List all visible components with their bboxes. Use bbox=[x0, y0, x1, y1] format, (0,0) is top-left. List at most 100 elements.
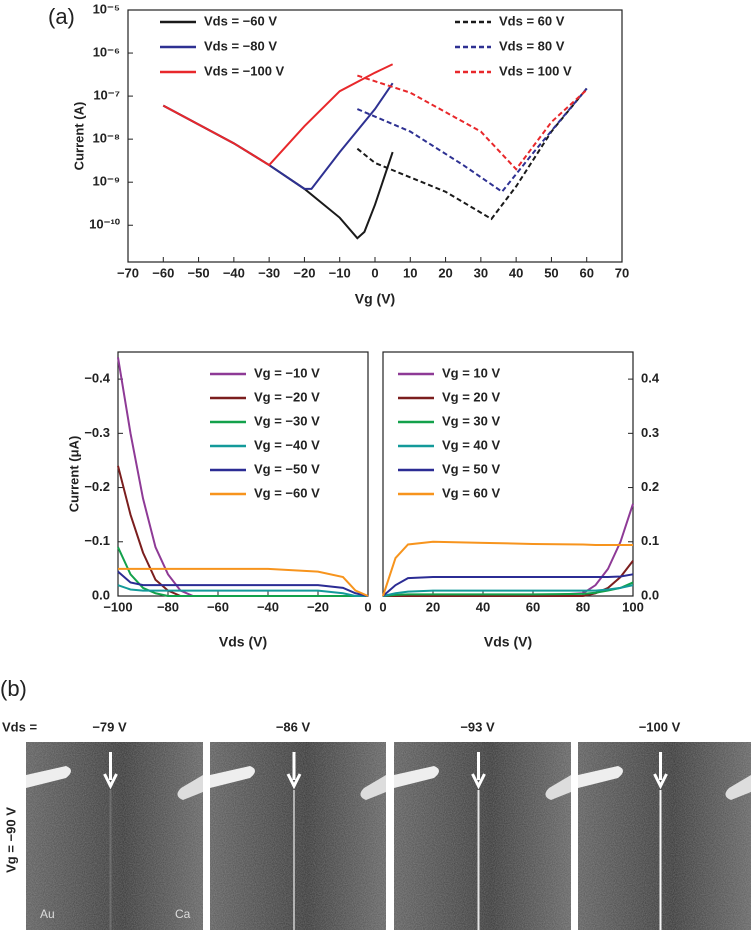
y-tick-label: 10⁻⁹ bbox=[93, 174, 121, 189]
series-line bbox=[162, 82, 394, 190]
x-tick-label: −70 bbox=[117, 265, 139, 280]
y-tick-label: −0.3 bbox=[84, 425, 110, 440]
chart: −70 −60 −50 −40 −30 −20 −10 0 10 20 30 40 50 60 70 10⁻¹… bbox=[71, 1, 629, 306]
x-tick-label: 40 bbox=[509, 265, 523, 280]
x-tick-label: 20 bbox=[426, 599, 440, 614]
x-tick-label: 40 bbox=[476, 599, 490, 614]
x-tick-label: −20 bbox=[307, 599, 329, 614]
y-tick-label: −0.4 bbox=[84, 371, 110, 386]
legend-label: Vds = 60 V bbox=[499, 13, 565, 28]
electrode-tip bbox=[545, 775, 571, 800]
legend-label: Vg = −60 V bbox=[254, 485, 320, 500]
x-tick-label: −20 bbox=[293, 265, 315, 280]
x-tick-label: 0 bbox=[364, 599, 371, 614]
legend-label: Vg = −50 V bbox=[254, 461, 320, 476]
image-label: −93 V bbox=[460, 719, 495, 734]
series-line bbox=[118, 567, 369, 597]
y-axis-label: Current (μA) bbox=[66, 436, 81, 513]
y-axis-label: Current (A) bbox=[71, 102, 86, 171]
x-tick-label: 20 bbox=[438, 265, 452, 280]
series-line bbox=[162, 63, 394, 167]
legend-label: Vg = −40 V bbox=[254, 437, 320, 452]
legend-label: Vg = 30 V bbox=[442, 413, 500, 428]
legend-label: Vg = −30 V bbox=[254, 413, 320, 428]
x-axis-label: Vg (V) bbox=[355, 291, 395, 307]
legend-label: Vg = 10 V bbox=[442, 365, 500, 380]
y-tick-label: −0.2 bbox=[84, 479, 110, 494]
series-line bbox=[117, 357, 368, 597]
x-tick-label: 0 bbox=[379, 599, 386, 614]
image-label: −79 V bbox=[92, 719, 127, 734]
y-tick-label: 0.1 bbox=[641, 533, 659, 548]
x-tick-label: −80 bbox=[157, 599, 179, 614]
plot-frame bbox=[382, 351, 634, 597]
x-tick-label: −60 bbox=[207, 599, 229, 614]
electrode-tip bbox=[725, 775, 751, 800]
y-tick-label: 0.0 bbox=[641, 587, 659, 602]
y-tick-label: 0.3 bbox=[641, 425, 659, 440]
y-tick-label: 10⁻¹⁰ bbox=[89, 217, 121, 232]
arrow bbox=[471, 752, 486, 790]
series-line bbox=[357, 74, 588, 171]
legend-label: Vg = 20 V bbox=[442, 389, 500, 404]
x-tick-label: −40 bbox=[257, 599, 279, 614]
image-label: −86 V bbox=[276, 719, 311, 734]
legend-label: Vds = −60 V bbox=[204, 13, 277, 28]
y-tick-label: 0.4 bbox=[641, 371, 660, 386]
series-line bbox=[382, 573, 634, 597]
x-tick-label: 10 bbox=[403, 265, 417, 280]
y-tick-label: 0.0 bbox=[92, 587, 110, 602]
micrographs: Au Ca bbox=[26, 742, 751, 930]
x-tick-label: 70 bbox=[615, 265, 629, 280]
plot-frame bbox=[117, 351, 369, 597]
x-tick-label: −100 bbox=[103, 599, 132, 614]
series-line bbox=[117, 584, 368, 597]
legend-label: Vds = 80 V bbox=[499, 38, 565, 53]
x-tick-label: 30 bbox=[474, 265, 488, 280]
y-tick-label: 0.2 bbox=[641, 479, 659, 494]
y-tick-label: 10⁻⁸ bbox=[93, 131, 120, 146]
legend-label: Vds = 100 V bbox=[499, 63, 572, 78]
legend-label: Vg = −10 V bbox=[254, 365, 320, 380]
image-label: −100 V bbox=[639, 719, 681, 734]
x-tick-label: 60 bbox=[526, 599, 540, 614]
y-tick-label: −0.1 bbox=[84, 533, 110, 548]
y-tick-label: 10⁻⁶ bbox=[93, 44, 120, 59]
electrode-tip bbox=[394, 766, 439, 788]
panel-label: (b) bbox=[0, 676, 27, 701]
arrow bbox=[653, 752, 668, 790]
arrow bbox=[286, 752, 302, 790]
series-line bbox=[356, 87, 588, 194]
electrode-label: Ca bbox=[175, 907, 191, 921]
x-tick-label: 50 bbox=[544, 265, 558, 280]
series-line bbox=[383, 560, 634, 597]
legend-label: Vg = 50 V bbox=[442, 461, 500, 476]
electrode-label: Au bbox=[40, 907, 55, 921]
legend-label: Vg = 40 V bbox=[442, 437, 500, 452]
legend-label: Vg = −20 V bbox=[254, 389, 320, 404]
x-tick-label: −60 bbox=[152, 265, 174, 280]
vg-label: Vg = −90 V bbox=[3, 807, 18, 873]
x-tick-label: 80 bbox=[576, 599, 590, 614]
series-line bbox=[117, 465, 368, 597]
x-tick-label: 100 bbox=[622, 599, 644, 614]
electrode-tip bbox=[360, 775, 386, 800]
series-line bbox=[117, 546, 368, 597]
series-line bbox=[117, 570, 369, 597]
chart: −100 −80 −60 −40 −20 0 0.0 −0.1 −0.2 −0.3 −0.4 Vds … bbox=[66, 351, 372, 650]
legend-label: Vds = −80 V bbox=[204, 38, 277, 53]
x-tick-label: −40 bbox=[223, 265, 245, 280]
x-tick-label: −30 bbox=[258, 265, 280, 280]
legend-label: Vg = 60 V bbox=[442, 485, 500, 500]
x-tick-label: −50 bbox=[188, 265, 210, 280]
electrode-tip bbox=[177, 775, 203, 800]
arrow bbox=[103, 752, 118, 790]
panel-label: (a) bbox=[48, 4, 75, 29]
x-axis-label: Vds (V) bbox=[484, 634, 532, 650]
electrode-tip bbox=[578, 766, 623, 788]
series-line bbox=[383, 503, 634, 597]
y-tick-label: 10⁻⁷ bbox=[93, 88, 120, 103]
x-axis-label: Vds (V) bbox=[219, 634, 267, 650]
